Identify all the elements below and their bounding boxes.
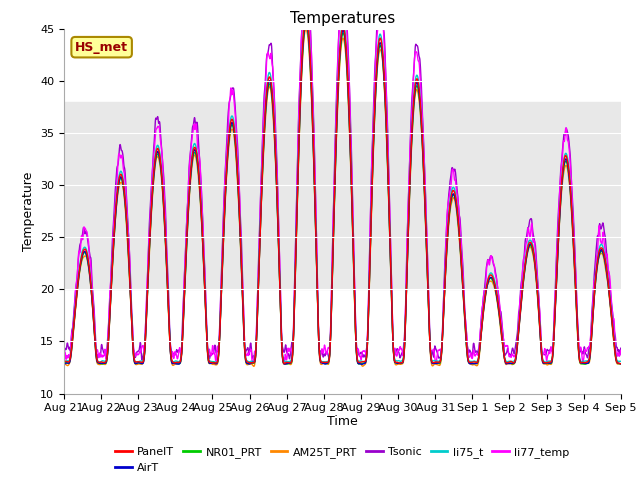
AirT [60,361,68,367]
Legend: PanelT, AirT, NR01_PRT, AM25T_PRT, Tsonic, li75_t, li77_temp: PanelT, AirT, NR01_PRT, AM25T_PRT, Tsoni… [111,443,574,478]
Tsonic [505,350,513,356]
Tsonic [216,328,223,334]
Tsonic [359,354,367,360]
Bar [64,102,621,289]
AM25T_PRT [60,362,68,368]
PanelT [617,361,625,367]
li75_t [301,15,308,21]
li77_temp [359,348,367,354]
NR01_PRT [581,361,589,367]
AirT [358,361,365,367]
li77_temp [584,345,591,351]
li75_t [568,204,575,210]
AM25T_PRT [371,106,379,112]
Line: AM25T_PRT: AM25T_PRT [64,30,621,366]
X-axis label: Time: Time [327,415,358,428]
AirT [505,360,513,366]
AirT [584,360,591,366]
li75_t [216,340,223,346]
li75_t [359,359,367,364]
AM25T_PRT [505,361,513,367]
li77_temp [299,15,307,21]
li75_t [60,360,68,366]
PanelT [504,360,512,365]
NR01_PRT [504,360,512,366]
AirT [617,361,625,367]
li77_temp [617,348,625,353]
PanelT [584,359,591,365]
PanelT [371,103,379,108]
Tsonic [568,189,576,194]
PanelT [359,359,367,365]
Line: PanelT: PanelT [64,18,621,364]
AirT [568,214,576,220]
AM25T_PRT [568,219,576,225]
AM25T_PRT [617,361,625,367]
li77_temp [60,361,68,367]
NR01_PRT [60,360,68,365]
AirT [302,18,310,24]
Text: HS_met: HS_met [75,41,128,54]
li77_temp [216,337,223,343]
PanelT [568,207,575,213]
AM25T_PRT [359,363,367,369]
NR01_PRT [568,211,575,216]
Line: AirT: AirT [64,21,621,364]
Tsonic [60,353,68,359]
AM25T_PRT [584,360,591,366]
li75_t [504,359,512,364]
AirT [359,361,367,367]
PanelT [216,341,223,347]
Line: NR01_PRT: NR01_PRT [64,24,621,364]
li77_temp [371,78,379,84]
Y-axis label: Temperature: Temperature [22,171,35,251]
AM25T_PRT [302,27,310,33]
Line: Tsonic: Tsonic [64,18,621,360]
AM25T_PRT [250,363,258,369]
NR01_PRT [302,21,310,26]
NR01_PRT [371,109,379,115]
Line: li77_temp: li77_temp [64,18,621,364]
Title: Temperatures: Temperatures [290,11,395,26]
NR01_PRT [216,342,223,348]
Tsonic [138,357,146,363]
Tsonic [298,15,306,21]
li75_t [584,358,591,364]
NR01_PRT [359,360,367,366]
NR01_PRT [617,361,625,367]
AirT [371,101,379,107]
PanelT [60,358,68,363]
Tsonic [371,61,379,67]
NR01_PRT [584,360,591,366]
AirT [216,342,223,348]
li77_temp [568,188,575,193]
li77_temp [504,348,512,354]
li75_t [371,99,379,105]
li75_t [617,359,625,364]
Line: li75_t: li75_t [64,18,621,363]
PanelT [301,15,309,21]
Tsonic [584,355,591,360]
Tsonic [617,345,625,351]
AM25T_PRT [216,343,223,349]
